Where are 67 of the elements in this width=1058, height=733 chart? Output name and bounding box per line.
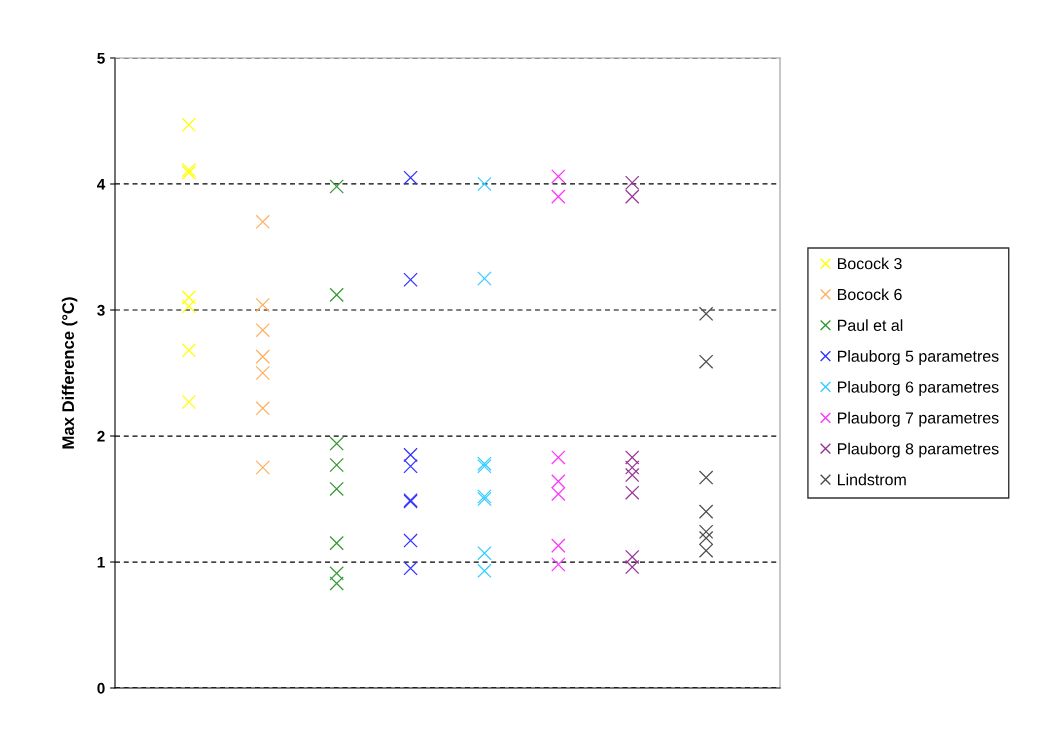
point bbox=[625, 189, 640, 204]
point bbox=[181, 290, 197, 305]
point bbox=[255, 460, 270, 475]
legend-label: Bocock 3 bbox=[838, 257, 902, 270]
point bbox=[403, 533, 418, 548]
point bbox=[329, 481, 344, 497]
y-tick-label: 0 bbox=[97, 682, 105, 694]
point bbox=[698, 470, 714, 485]
point bbox=[255, 349, 270, 364]
point bbox=[181, 299, 197, 314]
point bbox=[329, 179, 344, 194]
point bbox=[255, 401, 270, 416]
point bbox=[625, 559, 640, 575]
point bbox=[625, 175, 640, 190]
y-tick-label: 1 bbox=[97, 557, 105, 568]
y-tick-label: 2 bbox=[97, 430, 105, 442]
point bbox=[403, 170, 418, 185]
legend-label: Plauborg 8 parametres bbox=[838, 442, 999, 458]
point bbox=[551, 450, 566, 465]
point bbox=[551, 486, 566, 502]
point bbox=[255, 214, 270, 230]
legend-label: Plauborg 6 parametres bbox=[838, 380, 999, 396]
legend-label: Paul et al bbox=[838, 319, 903, 331]
point bbox=[698, 524, 714, 539]
point bbox=[255, 297, 270, 313]
point bbox=[181, 117, 197, 132]
point bbox=[625, 485, 640, 500]
point bbox=[698, 354, 714, 369]
point bbox=[403, 272, 418, 287]
legend-label: Plauborg 7 parametres bbox=[838, 411, 999, 427]
point bbox=[329, 566, 344, 581]
point bbox=[181, 394, 197, 410]
point bbox=[625, 549, 640, 565]
point bbox=[329, 535, 344, 551]
point bbox=[551, 169, 566, 184]
point bbox=[477, 563, 492, 579]
legend-label: Lindstrom bbox=[838, 473, 906, 486]
point bbox=[255, 365, 270, 381]
point bbox=[551, 474, 566, 489]
point bbox=[625, 450, 640, 465]
point bbox=[698, 530, 714, 546]
point bbox=[477, 545, 492, 561]
point bbox=[403, 459, 418, 474]
y-tick-label: 3 bbox=[97, 304, 105, 316]
point bbox=[329, 287, 344, 303]
y-axis-title: Max Difference (°C) bbox=[61, 297, 78, 449]
point bbox=[477, 176, 492, 192]
point bbox=[551, 557, 566, 572]
y-tick-label: 4 bbox=[97, 179, 106, 190]
legend-label: Bocock 6 bbox=[838, 288, 902, 301]
point bbox=[255, 322, 270, 338]
point bbox=[477, 271, 492, 286]
point bbox=[403, 447, 418, 463]
point bbox=[698, 543, 714, 558]
point bbox=[698, 306, 714, 321]
point bbox=[329, 436, 344, 451]
point bbox=[625, 460, 640, 475]
y-tick-label: 5 bbox=[97, 53, 105, 64]
legend-label: Plauborg 5 parametres bbox=[838, 350, 999, 366]
point bbox=[551, 538, 566, 553]
point bbox=[403, 561, 418, 576]
point bbox=[625, 467, 640, 483]
point bbox=[329, 457, 344, 473]
point bbox=[698, 504, 714, 519]
point bbox=[329, 576, 344, 591]
point bbox=[551, 189, 566, 204]
point bbox=[181, 343, 197, 358]
